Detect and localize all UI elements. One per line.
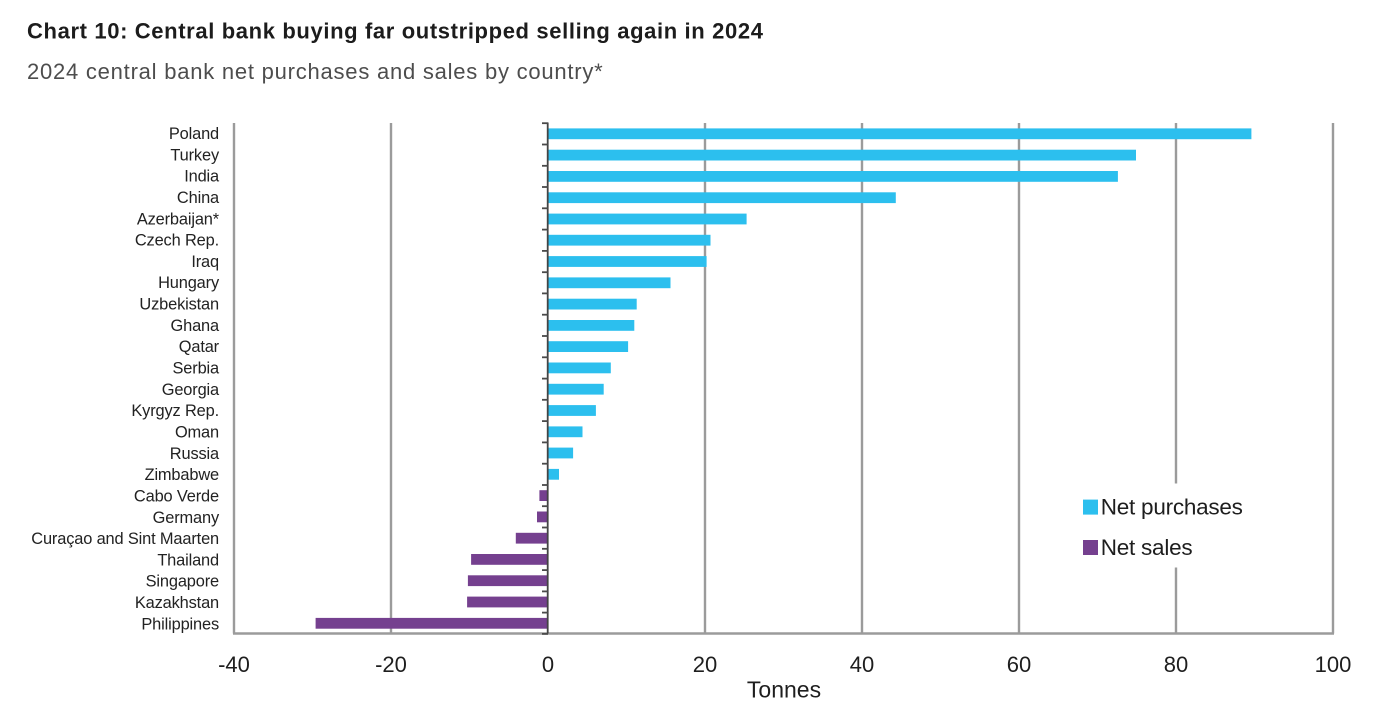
svg-text:60: 60 — [1007, 652, 1031, 677]
svg-text:Iraq: Iraq — [191, 253, 219, 271]
svg-text:China: China — [177, 189, 220, 207]
svg-text:Chart 10: Central bank buying: Chart 10: Central bank buying far outstr… — [27, 18, 764, 43]
svg-text:80: 80 — [1164, 652, 1188, 677]
svg-text:Qatar: Qatar — [179, 338, 220, 356]
svg-text:20: 20 — [693, 652, 717, 677]
svg-text:Poland: Poland — [169, 125, 219, 143]
svg-text:Singapore: Singapore — [146, 573, 219, 591]
svg-text:Georgia: Georgia — [162, 381, 220, 399]
svg-text:Kyrgyz Rep.: Kyrgyz Rep. — [131, 402, 219, 420]
svg-text:Azerbaijan*: Azerbaijan* — [137, 210, 220, 228]
svg-text:Czech Rep.: Czech Rep. — [135, 232, 219, 250]
svg-text:Hungary: Hungary — [158, 274, 220, 292]
svg-text:Zimbabwe: Zimbabwe — [145, 466, 219, 484]
svg-text:0: 0 — [542, 652, 554, 677]
svg-text:Curaçao and Sint Maarten: Curaçao and Sint Maarten — [31, 530, 219, 548]
svg-text:Germany: Germany — [153, 509, 220, 527]
svg-text:Net sales: Net sales — [1101, 535, 1193, 560]
svg-text:Tonnes: Tonnes — [747, 677, 821, 703]
svg-text:Uzbekistan: Uzbekistan — [139, 296, 219, 314]
svg-text:India: India — [184, 168, 220, 186]
svg-text:-40: -40 — [218, 652, 250, 677]
svg-text:40: 40 — [850, 652, 874, 677]
svg-text:Turkey: Turkey — [170, 146, 220, 164]
svg-text:Kazakhstan: Kazakhstan — [135, 594, 219, 612]
svg-text:-20: -20 — [375, 652, 407, 677]
svg-text:Thailand: Thailand — [157, 551, 219, 569]
svg-text:Russia: Russia — [170, 445, 220, 463]
svg-text:100: 100 — [1315, 652, 1352, 677]
svg-text:2024 central bank net purchase: 2024 central bank net purchases and sale… — [27, 59, 603, 84]
svg-text:Philippines: Philippines — [141, 615, 219, 633]
svg-text:Oman: Oman — [175, 424, 219, 442]
svg-text:Serbia: Serbia — [173, 360, 221, 378]
svg-text:Cabo Verde: Cabo Verde — [134, 487, 219, 505]
svg-text:Net purchases: Net purchases — [1101, 494, 1243, 519]
svg-text:Ghana: Ghana — [171, 317, 220, 335]
